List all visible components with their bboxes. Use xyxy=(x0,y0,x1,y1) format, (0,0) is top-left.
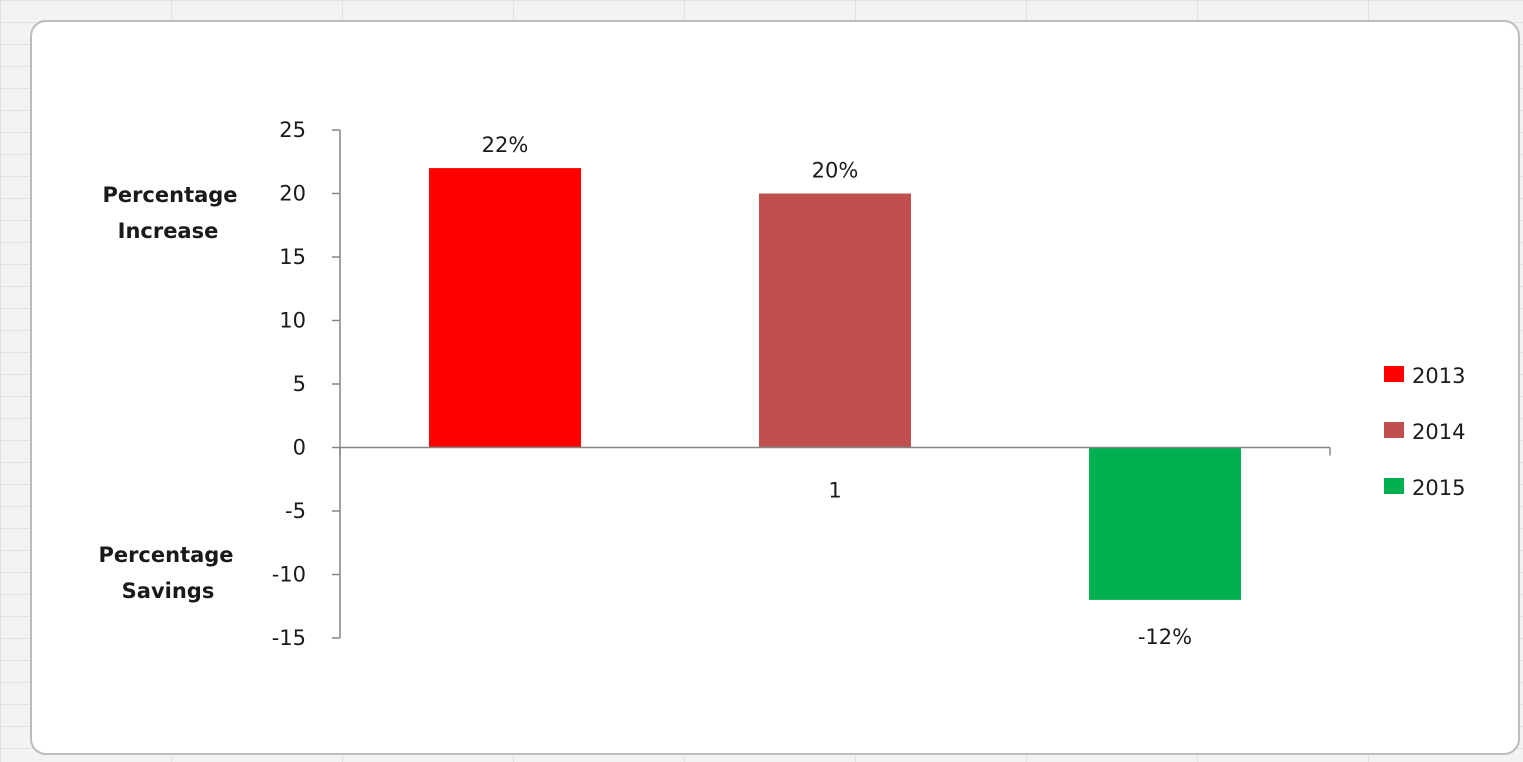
y-tick-label: 0 xyxy=(293,436,306,460)
x-category-label: 1 xyxy=(828,479,841,503)
legend-label-2014[interactable]: 2014 xyxy=(1412,420,1465,444)
y-tick-label: 15 xyxy=(279,245,306,269)
side-label-savings-line1: Percentage xyxy=(98,543,233,567)
data-label-2015: -12% xyxy=(1138,625,1192,649)
data-label-2014: 20% xyxy=(812,159,859,183)
bars: 22% 20% -12% xyxy=(429,133,1241,649)
side-label-increase-line2: Increase xyxy=(118,219,219,243)
legend-swatch-2013[interactable] xyxy=(1384,366,1404,382)
y-tick-label: -5 xyxy=(285,499,306,523)
y-tick-label: -15 xyxy=(272,626,306,650)
legend-swatch-2014[interactable] xyxy=(1384,422,1404,438)
side-label-increase-line1: Percentage xyxy=(102,183,237,207)
y-tick-label: 5 xyxy=(293,372,306,396)
legend-label-2013[interactable]: 2013 xyxy=(1412,364,1465,388)
bar-2015[interactable] xyxy=(1089,447,1241,600)
legend-label-2015[interactable]: 2015 xyxy=(1412,476,1465,500)
side-label-savings-line2: Savings xyxy=(122,579,215,603)
data-label-2013: 22% xyxy=(482,133,529,157)
bar-2014[interactable] xyxy=(759,193,911,448)
legend[interactable]: 2013 2014 2015 xyxy=(1384,364,1465,500)
y-tick-label: 10 xyxy=(279,309,306,333)
y-tick-label: 25 xyxy=(279,118,306,142)
y-tick-label: -10 xyxy=(272,563,306,587)
y-axis: 25 20 15 10 5 0 -5 -10 -15 xyxy=(272,118,341,650)
bar-2013[interactable] xyxy=(429,168,581,448)
y-tick-label: 20 xyxy=(279,182,306,206)
side-labels: Percentage Increase Percentage Savings xyxy=(98,183,237,603)
x-axis: 1 xyxy=(339,446,1331,503)
legend-swatch-2015[interactable] xyxy=(1384,478,1404,494)
